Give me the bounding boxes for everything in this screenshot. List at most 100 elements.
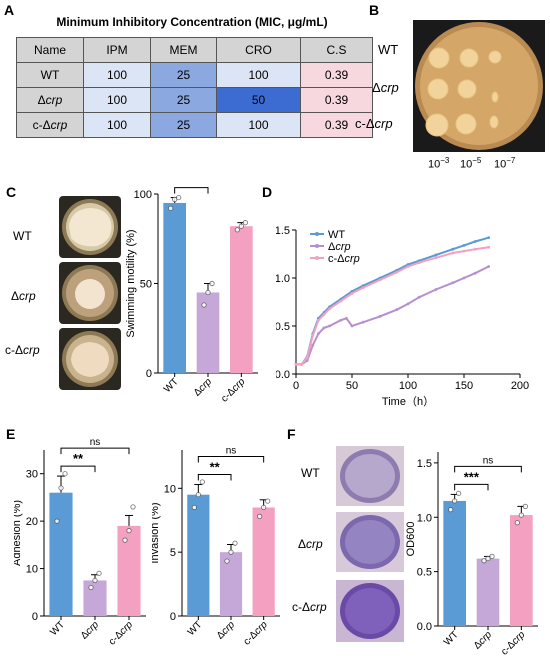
data-point: [487, 265, 491, 268]
y-tick-label: 0.5: [276, 321, 290, 333]
data-point: [522, 503, 528, 509]
swim-zone: [71, 342, 109, 377]
name-prefix: c-Δ: [32, 118, 51, 132]
cell-ipm: 100: [83, 87, 151, 113]
cell-ipm: 100: [83, 62, 151, 88]
x-tick-label: Δcrp: [215, 619, 238, 642]
x-tick-label: c-Δcrp: [219, 376, 248, 405]
name-italic: crp: [45, 93, 63, 107]
x-tick-label: 0: [293, 380, 299, 392]
x-tick-label: Δcrp: [192, 376, 215, 399]
data-point: [452, 498, 458, 504]
significance-bracket: [197, 473, 232, 481]
tick-plain: WT: [186, 619, 205, 638]
dilution-3: 10−7: [494, 156, 516, 171]
bar: [476, 558, 500, 626]
significance-bracket: [197, 455, 265, 463]
significance-bracket: [60, 447, 130, 455]
data-point: [350, 324, 354, 328]
data-point: [514, 520, 520, 526]
data-point: [434, 288, 438, 291]
colony: [488, 50, 502, 64]
data-point: [201, 302, 207, 308]
y-tick-label: 10: [26, 564, 38, 576]
data-point: [265, 498, 271, 504]
x-tick-label: WT: [186, 619, 205, 638]
data-point: [518, 512, 524, 518]
mic-table: Name IPM MEM CRO C.S WT 100 25 100 0.39 …: [16, 37, 373, 138]
colony: [455, 113, 477, 135]
data-point: [485, 555, 491, 562]
data-point: [481, 558, 487, 564]
table-row: c-Δcrp 100 25 100 0.39: [16, 112, 373, 138]
cell-mem: 25: [150, 62, 217, 88]
biofilm-label-wt: WT: [301, 466, 320, 480]
panel-b-label: B: [369, 2, 380, 18]
significance-bracket: [174, 187, 209, 194]
y-axis-label: Adhesion (%): [14, 500, 23, 566]
legend-text-part: c-Δ: [328, 253, 345, 265]
legend-label: WT: [328, 229, 345, 241]
cell-mem: 25: [150, 112, 217, 138]
cell-cro: 100: [216, 112, 301, 138]
biofilm-well-cdcrp: [336, 580, 404, 642]
x-tick-label: c-Δcrp: [499, 629, 528, 658]
data-point: [317, 318, 320, 322]
data-point: [234, 227, 240, 233]
significance-label: ***: [464, 469, 480, 484]
data-point: [191, 504, 197, 511]
series-line: [296, 265, 490, 366]
dilution-1: 10−3: [428, 156, 450, 171]
y-axis-label: Swimming motility (%): [126, 229, 137, 337]
data-point: [462, 276, 466, 280]
data-point: [62, 471, 68, 477]
data-point: [345, 316, 348, 320]
swim-zone: [75, 279, 105, 309]
panel-e-label: E: [6, 426, 16, 442]
data-point: [361, 320, 365, 324]
x-tick-label: c-Δcrp: [107, 619, 136, 648]
data-point: [205, 289, 211, 296]
bar: [443, 500, 466, 626]
x-tick-label: Δcrp: [79, 619, 102, 642]
y-tick-label: 1.5: [276, 225, 290, 237]
data-point: [96, 570, 102, 576]
biofilm-label-dcrp: Δcrp: [298, 537, 323, 551]
swim-label-cdcrp: c-Δcrp: [5, 343, 40, 357]
plate-agar: [420, 27, 538, 145]
y-tick-label: 50: [140, 279, 152, 291]
data-point: [473, 240, 477, 243]
data-point: [406, 302, 410, 306]
data-point: [417, 295, 421, 299]
data-point: [195, 492, 201, 498]
legend-marker: [315, 232, 319, 236]
x-tick-label: 150: [455, 380, 473, 392]
colony: [491, 91, 499, 103]
legend-text-part: WT: [328, 229, 345, 241]
x-tick-label: 100: [399, 380, 417, 392]
y-tick-label: 0: [170, 611, 176, 623]
name-italic: crp: [50, 118, 68, 132]
tick-plain: WT: [48, 619, 67, 638]
data-point: [417, 261, 421, 265]
data-point: [434, 253, 438, 257]
data-point: [456, 490, 462, 496]
table-row: Δcrp 100 25 50 0.39: [16, 87, 373, 113]
data-point: [176, 194, 182, 201]
significance-bracket: [454, 465, 522, 473]
x-tick-label: Δcrp: [472, 629, 495, 652]
data-point: [434, 256, 438, 260]
x-tick-label: WT: [48, 619, 67, 638]
data-point: [462, 243, 466, 247]
significance-label: ns: [90, 437, 101, 448]
legend-label: Δcrp: [328, 241, 351, 253]
bar: [83, 580, 107, 616]
bar: [219, 552, 243, 616]
x-tick-label: 50: [346, 380, 358, 392]
data-point: [224, 558, 230, 564]
data-point: [339, 299, 343, 303]
data-point: [311, 334, 315, 337]
data-point: [238, 223, 244, 229]
